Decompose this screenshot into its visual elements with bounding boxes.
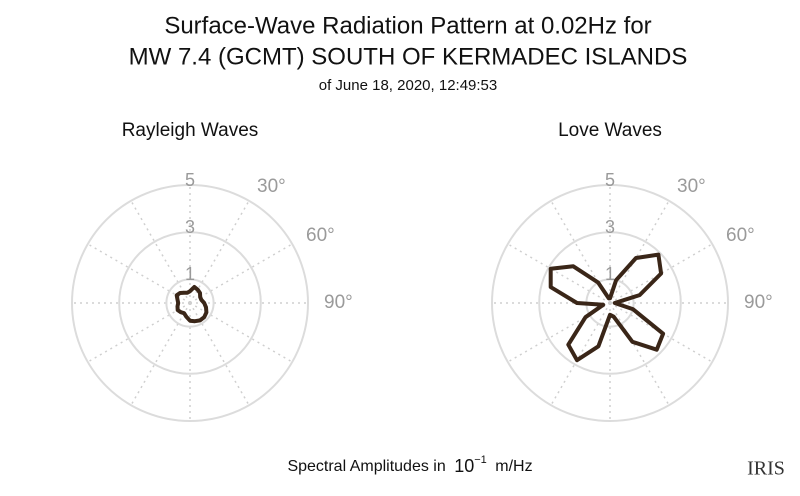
angle-tick-label: 90° xyxy=(324,292,353,313)
footer-unit: m/Hz xyxy=(495,458,532,475)
angle-tick-label: 60° xyxy=(306,225,335,246)
angle-grid-line xyxy=(550,302,611,406)
angle-tick-label: 60° xyxy=(726,225,755,246)
radial-tick-label: 3 xyxy=(185,217,195,237)
angle-grid-line xyxy=(189,243,293,304)
radial-grid-ring xyxy=(71,184,309,422)
plot-title: Rayleigh Waves xyxy=(122,120,259,141)
radial-tick-label: 5 xyxy=(605,170,615,190)
radial-tick-label: 5 xyxy=(185,170,195,190)
angle-grid-line xyxy=(507,243,611,304)
angle-tick-label: 90° xyxy=(744,292,773,313)
angle-grid-line xyxy=(609,243,713,304)
radial-grid-ring xyxy=(165,278,215,328)
angle-grid-line xyxy=(609,302,670,406)
radiation-pattern xyxy=(548,252,666,363)
radial-grid-ring xyxy=(538,231,682,375)
radial-grid-ring xyxy=(118,231,262,375)
radial-tick-label: 1 xyxy=(605,264,615,284)
subtitle: of June 18, 2020, 12:49:53 xyxy=(319,77,497,94)
angle-tick-label: 30° xyxy=(257,176,286,197)
footer-text: Spectral Amplitudes in xyxy=(287,458,445,475)
angle-grid-line xyxy=(87,243,191,304)
footer: Spectral Amplitudes in 10−1 m/Hz xyxy=(287,451,532,476)
radial-tick-label: 3 xyxy=(605,217,615,237)
angle-grid-line xyxy=(130,302,191,406)
angle-tick-label: 30° xyxy=(677,176,706,197)
footer-base: 10 xyxy=(454,456,474,476)
title-line: Surface-Wave Radiation Pattern at 0.02Hz… xyxy=(164,12,651,39)
radiation-pattern xyxy=(174,285,209,324)
angle-grid-line xyxy=(609,200,670,304)
radial-tick-label: 1 xyxy=(185,264,195,284)
radial-grid-ring xyxy=(491,184,729,422)
angle-grid-line xyxy=(87,302,191,363)
footer-exponent: −1 xyxy=(474,454,487,466)
angle-grid-line xyxy=(130,200,191,304)
angle-grid-line xyxy=(189,200,250,304)
logo: IRIS xyxy=(747,458,785,480)
angle-grid-line xyxy=(609,302,713,363)
title-line: MW 7.4 (GCMT) SOUTH OF KERMADEC ISLANDS xyxy=(129,43,688,70)
plot-title: Love Waves xyxy=(558,120,662,141)
